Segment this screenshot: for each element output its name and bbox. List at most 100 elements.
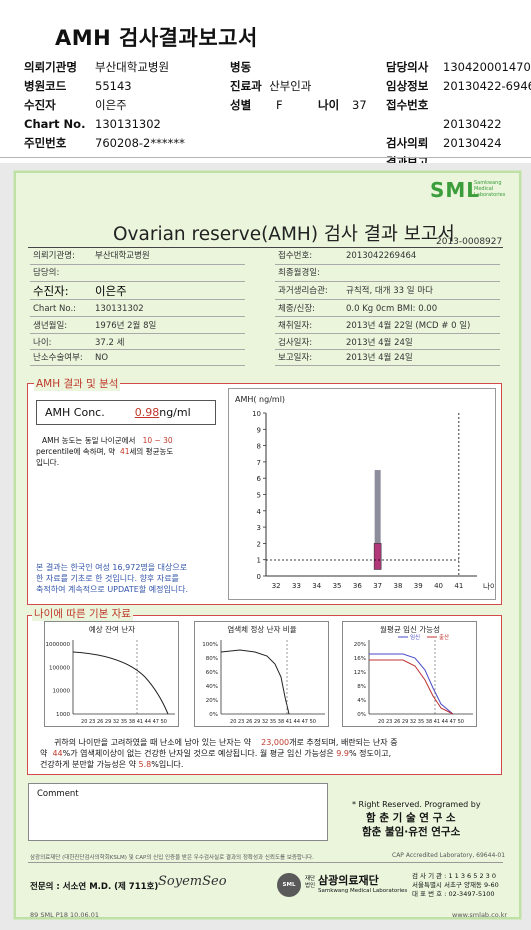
dept-label: 진료과 [230,79,262,93]
field-value: 2013년 4월 24일 [346,353,413,363]
sex-value: F [276,98,283,112]
pregnancy-curve [369,653,454,715]
y-tick-label: 4 [257,508,262,516]
summary-line-3: 건강하게 분만할 가능성은 약 5.8%입니다. [40,760,183,770]
mini-x-tick-labels: 20 23 26 29 32 35 38 41 44 47 50 [378,719,464,725]
header-label: 병원코드 [24,79,67,93]
mini-y-tick-label: 1000 [56,712,70,718]
comment-label: Comment [37,789,79,799]
header-label: Chart No. [24,117,86,131]
report-number: 2013-0008927 [436,237,503,247]
header-left-labels: 의뢰기관명 병원코드 수진자 Chart No. 주민번호 [24,58,85,153]
summary-birth: 5.8 [138,760,152,769]
doctor-name: 전문의 : 서소연 M.D. (제 711호) [30,882,159,892]
interp-line-1: AMH 농도는 동일 나이군에서 10 ~ 30 [42,436,173,446]
field-label: 담당의: [33,268,60,278]
header-mid: 병동 진료과 산부인과 성별 F 나이 37 [230,58,380,115]
field-value: 1976년 2월 8일 [95,321,157,331]
sml-logo: SML [430,178,481,202]
mini-y-tick-label: 4% [357,698,366,704]
amh-percentile-box [373,543,382,570]
summary-text: %입니다. [151,760,184,769]
x-tick-label: 37 [373,582,382,590]
field-label: 생년월일: [33,321,68,331]
summary-text: 건강하게 분만할 가능성은 약 [40,760,136,769]
sex-label: 성별 [230,98,252,112]
mini-x-tick-labels: 20 23 26 29 32 35 38 41 44 47 50 [230,719,316,725]
field-label: 보고일자: [278,353,313,363]
website: www.smlab.co.kr [452,911,508,919]
header-value: 부산대학교병원 [95,60,170,74]
header-value: 130420001470 [443,60,531,74]
y-tick-label: 2 [257,540,261,548]
amh-value: 0.98 [134,406,160,419]
form-code: 89 SML P18 10.06.01 [30,911,99,919]
header-label: 의뢰기관명 [24,60,77,74]
foundation-en: Samkwang Medical Laboratories [318,888,408,894]
header-label: 담당의사 [386,60,429,74]
y-axis-label: AMH( ng/ml) [235,395,285,404]
header-label: 임상정보 [386,79,429,93]
mini-y-tick-label: 12% [354,670,366,676]
header-value: 20130424 [443,136,502,150]
interp-line-3: 입니다. [36,458,60,467]
interp-text: percentile에 속하며, 약 [36,447,116,456]
org-name-1: 함 춘 기 술 연 구 소 [366,812,456,824]
remaining-eggs-curve [72,651,169,715]
field-value: 이은주 [95,284,127,298]
sml-logo-subtitle: Samkwang Medical Laboratories [474,180,506,198]
summary-line-1: 귀하의 나이만을 고려하였을 때 난소에 남아 있는 난자는 약 23,000개… [54,738,398,748]
note-line: 축적하여 계속적으로 UPDATE할 예정입니다. [36,585,189,594]
header-right-values: 130420001470 20130422-6946 20130422 2013… [443,58,531,153]
header-value: 이은주 [95,98,127,112]
mini-y-tick-label: 0% [357,712,366,718]
contact-line: 검 사 기 관 : 1 1 3 6 5 2 3 0 [412,872,496,880]
rights-text: * Right Reserved. Programed by [352,800,481,809]
y-tick-label: 9 [257,426,261,434]
mini-y-tick-label: 60% [206,670,218,676]
summary-text: % 정도이고, [349,749,392,758]
field-label: Chart No.: [33,304,77,314]
mini-x-tick-labels: 20 23 26 29 32 35 38 41 44 47 50 [81,719,167,725]
field-label: 수진자: [33,284,69,298]
age-label: 나이 [318,98,340,112]
field-label: 최종월경일: [278,268,320,278]
header-label: 검사의뢰 [386,136,429,150]
amh-section-label: AMH 결과 및 분석 [34,376,121,391]
summary-preg: 9.9 [336,749,350,758]
mini-y-tick-label: 8% [357,684,366,690]
age-value: 37 [352,98,367,112]
age-section-label: 나이에 따른 기본 자료 [32,606,133,621]
header-value: 20130422 [443,117,502,131]
interp-age: 41 [119,447,130,456]
x-tick-label: 38 [393,582,402,590]
summary-line-2: 약 44%가 염색체이상이 없는 건강한 난자일 것으로 예상됩니다. 월 평균… [40,749,391,759]
contact-line: 서울특별시 서초구 양재동 9-60 [412,881,499,889]
mini-y-tick-label: 16% [354,656,366,662]
x-tick-label: 39 [414,582,423,590]
cap-line: CAP Accredited Laboratory, 69644-01 [392,852,506,859]
mini-y-tick-label: 20% [206,698,218,704]
ward-label: 병동 [230,60,252,74]
x-tick-label: 32 [272,582,281,590]
field-value: 2013년 4월 22일 (MCD # 0 일) [346,321,471,331]
foundation-logo: SML [277,873,301,897]
dept-value: 산부인과 [269,79,312,93]
note-line: 한 자료를 기초로 한 것입니다. 향후 자료를 [36,574,179,583]
field-value: 0.0 Kg 0cm BMI: 0.00 [346,304,438,314]
interp-text: 세의 평균농도 [129,447,174,456]
field-label: 나이: [33,338,52,348]
mini-y-tick-label: 1000000 [46,642,71,648]
field-value: 규칙적, 대개 33 일 마다 [346,286,433,296]
birth-curve [369,659,454,715]
field-value: 2013042269464 [346,251,417,261]
amh-unit: ng/ml [159,406,191,419]
field-label: 채취일자: [278,321,313,331]
note-line: 본 결과는 한국인 여성 16,972명을 대상으로 [36,563,188,572]
foundation-name: 삼광의료재단 [318,874,379,887]
field-label: 과거생리습관: [278,286,328,296]
amh-range-bar [374,470,381,570]
interp-line-2: percentile에 속하며, 약 41세의 평균농도 [36,447,173,457]
fine-print: 삼광의료재단 (대한진단검사의학회KSLM) 및 CAP의 신입 인증을 받은 … [30,855,314,861]
legend-label-pregnancy: 임신 [410,633,420,641]
